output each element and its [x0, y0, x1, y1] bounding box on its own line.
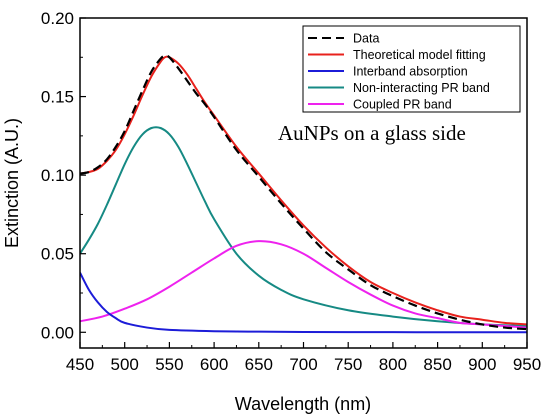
series-layer: [80, 54, 527, 334]
y-tick-label: 0.05: [41, 245, 74, 264]
y-axis-ticks: 0.00 0.05 0.10 0.15 0.20: [41, 9, 86, 342]
x-tick-label: 550: [155, 355, 183, 374]
y-tick-label: 0.00: [41, 323, 74, 342]
legend-label-theoretical-model-fitting: Theoretical model fitting: [353, 48, 486, 62]
x-tick-label: 800: [379, 355, 407, 374]
legend-frame: [302, 25, 521, 113]
legend: Data Theoretical model fitting Interband a…: [302, 25, 521, 113]
series-line-coupled-pr-band: [80, 240, 527, 329]
series-line-non-interacting-pr-band: [80, 126, 527, 327]
series-line-interband-absorption: [80, 272, 527, 334]
x-tick-label: 900: [468, 355, 496, 374]
legend-label-non-interacting-pr-band: Non-interacting PR band: [353, 81, 490, 95]
legend-label-coupled-pr-band: Coupled PR band: [353, 98, 452, 112]
x-axis-title: Wavelength (nm): [235, 394, 371, 414]
y-tick-label: 0.10: [41, 166, 74, 185]
x-tick-label: 450: [66, 355, 94, 374]
x-tick-label: 650: [245, 355, 273, 374]
x-axis-ticks: 450 500 550 600 650 700 750 800 850 900 950: [66, 342, 541, 374]
x-tick-label: 700: [289, 355, 317, 374]
legend-label-interband-absorption: Interband absorption: [353, 65, 468, 79]
x-tick-label: 600: [200, 355, 228, 374]
series-line-data: [80, 54, 527, 331]
y-tick-label: 0.20: [41, 9, 74, 28]
legend-label-data: Data: [353, 32, 379, 46]
x-tick-label: 950: [513, 355, 541, 374]
chart-annotation: AuNPs on a glass side: [278, 121, 466, 145]
x-tick-label: 850: [423, 355, 451, 374]
x-tick-label: 750: [334, 355, 362, 374]
y-tick-label: 0.15: [41, 88, 74, 107]
y-axis-title: Extinction (A.U.): [2, 118, 22, 248]
x-tick-label: 500: [111, 355, 139, 374]
